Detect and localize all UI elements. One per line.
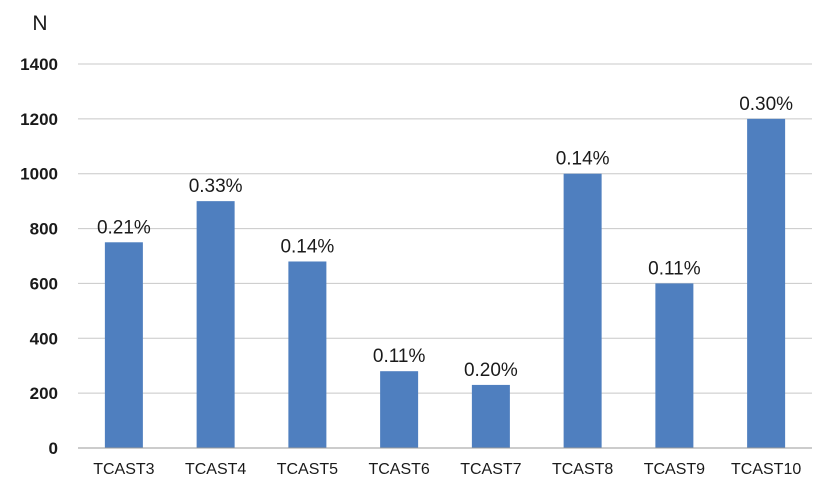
bar-tcast8 [563,173,602,448]
bar-tcast4 [196,201,235,448]
data-labels: 0.21% 0.33% 0.14% 0.11% 0.20% 0.14% 0.11% 0.30% [97,94,793,381]
bar-tcast6 [380,371,419,448]
bar-tcast9 [655,283,694,448]
data-label-tcast5: 0.14% [280,236,334,257]
data-label-tcast7: 0.20% [464,360,518,381]
gridlines [78,63,812,394]
x-tick-label: TCAST10 [731,461,801,478]
x-tick-label: TCAST7 [460,461,521,478]
bars [104,118,786,448]
bar-tcast7 [471,384,510,448]
data-label-tcast10: 0.30% [739,94,793,115]
y-tick-label: 400 [30,329,58,348]
x-tick-label: TCAST5 [277,461,338,478]
data-label-tcast9: 0.11% [648,258,701,279]
y-tick-label: 1200 [20,110,58,129]
y-tick-label: 1000 [20,165,58,184]
bar-tcast3 [104,242,143,448]
data-label-tcast3: 0.21% [97,217,151,238]
bar-tcast10 [747,118,786,448]
x-tick-label: TCAST9 [644,461,705,478]
y-axis-ticks: 0 200 400 600 800 1000 1200 1400 [20,55,58,458]
x-tick-label: TCAST6 [368,461,429,478]
data-label-tcast4: 0.33% [189,176,243,197]
x-tick-label: TCAST3 [93,461,154,478]
x-axis-ticks: TCAST3 TCAST4 TCAST5 TCAST6 TCAST7 TCAST8 TCAS… [93,461,801,478]
y-tick-label: 1400 [20,55,58,74]
data-label-tcast8: 0.14% [556,149,610,170]
y-tick-label: 0 [49,439,58,458]
x-tick-label: TCAST8 [552,461,613,478]
y-tick-label: 800 [30,220,58,239]
y-axis-title: N [32,12,47,35]
x-tick-label: TCAST4 [185,461,246,478]
bar-tcast5 [288,261,327,448]
y-tick-label: 600 [30,274,58,293]
y-tick-label: 200 [30,384,58,403]
data-label-tcast6: 0.11% [373,346,426,367]
